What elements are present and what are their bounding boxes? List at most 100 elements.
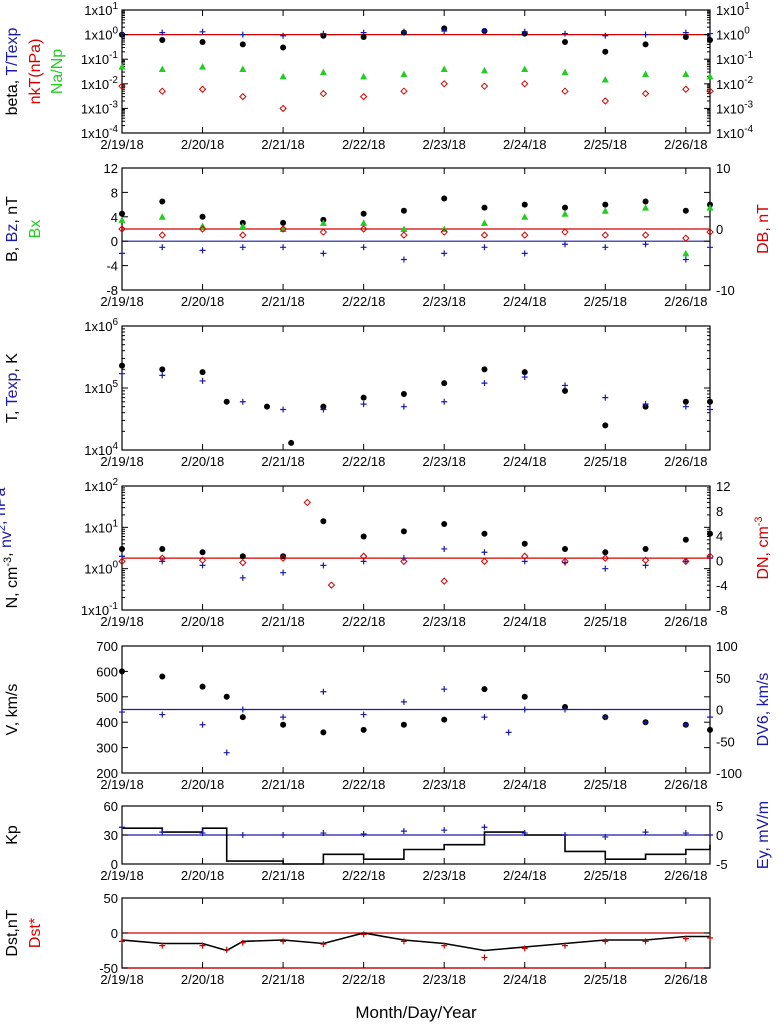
data-point bbox=[239, 92, 247, 101]
data-point bbox=[480, 66, 488, 74]
data-point bbox=[360, 33, 367, 40]
data-point bbox=[239, 31, 246, 38]
x-tick-label: 2/24/18 bbox=[503, 294, 546, 309]
data-point bbox=[707, 30, 713, 37]
x-tick-label: 2/24/18 bbox=[503, 454, 546, 469]
right-tick-label: 1x10-1 bbox=[716, 50, 754, 67]
data-point bbox=[480, 557, 489, 566]
panel-frame bbox=[121, 485, 711, 611]
data-point bbox=[118, 63, 126, 70]
y-tick-label: 0 bbox=[111, 857, 118, 872]
y-axis-label: N, cm-3, nv2, nPa bbox=[0, 487, 21, 608]
data-point bbox=[521, 552, 529, 560]
right-axis-label: DV6, km/s bbox=[755, 673, 772, 747]
data-point bbox=[280, 553, 287, 560]
data-point bbox=[400, 207, 407, 214]
data-point bbox=[602, 422, 609, 429]
x-tick-label: 2/19/18 bbox=[100, 454, 143, 469]
data-point bbox=[198, 85, 207, 93]
data-point bbox=[400, 256, 407, 263]
y-axis-label-2: Dst* bbox=[27, 918, 44, 948]
data-point bbox=[319, 68, 327, 76]
data-point bbox=[360, 394, 367, 401]
data-point bbox=[360, 533, 367, 540]
y-tick-label: 8 bbox=[111, 185, 118, 200]
data-point bbox=[119, 210, 125, 217]
data-point bbox=[642, 41, 649, 48]
series-line bbox=[122, 827, 711, 865]
data-point bbox=[561, 557, 569, 566]
data-point bbox=[521, 65, 529, 72]
data-point bbox=[562, 39, 569, 46]
data-point bbox=[198, 225, 207, 233]
data-point bbox=[360, 726, 367, 733]
data-point bbox=[441, 28, 448, 35]
data-point bbox=[239, 558, 247, 567]
data-point bbox=[481, 824, 488, 831]
data-point bbox=[239, 231, 247, 239]
series-line bbox=[121, 932, 710, 952]
data-point bbox=[642, 70, 650, 78]
series-blue bbox=[119, 545, 713, 581]
data-point bbox=[320, 250, 327, 257]
data-point bbox=[521, 369, 528, 376]
data-point bbox=[682, 403, 689, 410]
data-point bbox=[360, 931, 367, 938]
y-tick-label: 1x101 bbox=[84, 518, 118, 535]
data-point bbox=[441, 398, 448, 405]
data-point bbox=[360, 244, 367, 251]
series-black bbox=[119, 668, 713, 736]
y-tick-label: 12 bbox=[104, 161, 118, 176]
right-tick-label: 50 bbox=[716, 671, 730, 686]
data-point bbox=[562, 387, 569, 394]
x-tick-label: 2/20/18 bbox=[181, 137, 224, 152]
data-point bbox=[239, 398, 246, 405]
data-point bbox=[239, 574, 246, 581]
y-tick-label: 0 bbox=[111, 234, 118, 249]
data-point bbox=[199, 213, 206, 220]
x-tick-label: 2/25/18 bbox=[584, 972, 627, 987]
x-tick-label: 2/25/18 bbox=[584, 454, 627, 469]
data-point bbox=[521, 250, 528, 257]
y-axis-label: B, Bz, nT bbox=[4, 196, 21, 262]
data-point bbox=[400, 528, 407, 535]
data-point bbox=[223, 749, 230, 756]
data-point bbox=[320, 518, 327, 525]
data-point bbox=[481, 366, 488, 373]
data-point bbox=[441, 545, 448, 552]
data-point bbox=[561, 228, 569, 236]
data-point bbox=[601, 207, 609, 214]
data-point bbox=[359, 552, 368, 560]
data-point bbox=[481, 686, 488, 693]
data-point bbox=[707, 37, 713, 44]
data-point bbox=[239, 65, 247, 72]
data-point bbox=[602, 549, 609, 556]
data-point bbox=[119, 668, 125, 675]
series-red bbox=[118, 225, 714, 242]
x-tick-label: 2/26/18 bbox=[664, 454, 707, 469]
x-tick-label: 2/24/18 bbox=[503, 868, 546, 883]
x-tick-label: 2/20/18 bbox=[181, 972, 224, 987]
data-point bbox=[682, 398, 689, 405]
data-point bbox=[707, 832, 713, 838]
data-point bbox=[505, 729, 512, 736]
data-point bbox=[682, 70, 690, 78]
data-point bbox=[159, 711, 166, 718]
y-axis-label: V, km/s bbox=[4, 684, 21, 736]
data-point bbox=[641, 89, 650, 98]
y-tick-label: 400 bbox=[96, 715, 118, 730]
data-point bbox=[400, 721, 407, 728]
y-axis-label: T, Texp, K bbox=[4, 353, 21, 423]
y-axis-label-3: Na/Np bbox=[49, 49, 66, 94]
data-point bbox=[360, 29, 367, 36]
data-point bbox=[602, 244, 609, 251]
series-red bbox=[118, 80, 714, 113]
data-point bbox=[481, 530, 488, 537]
series-red bbox=[118, 498, 714, 589]
data-point bbox=[682, 935, 689, 942]
x-tick-label: 2/19/18 bbox=[100, 972, 143, 987]
data-point bbox=[159, 829, 166, 836]
data-point bbox=[320, 941, 327, 948]
data-point bbox=[706, 228, 714, 236]
data-point bbox=[239, 706, 246, 713]
